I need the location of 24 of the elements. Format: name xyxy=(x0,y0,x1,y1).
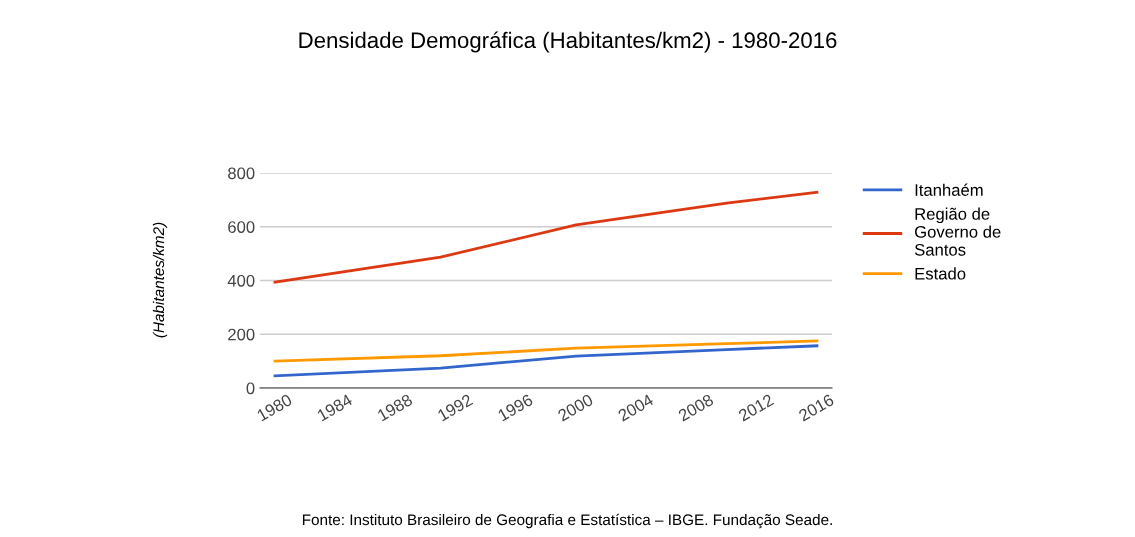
line-series xyxy=(273,339,819,363)
y-tick-label: 0 xyxy=(246,382,255,395)
x-tick-label: 1988 xyxy=(376,393,414,422)
line-series xyxy=(273,344,819,378)
y-tick-label: 400 xyxy=(227,274,255,287)
x-tick-label: 1984 xyxy=(316,393,354,422)
x-tick-label: 2000 xyxy=(557,393,594,422)
y-tick-label: 200 xyxy=(228,328,255,341)
y-axis-title: (Habitantes/km2) xyxy=(152,222,168,338)
line-series xyxy=(273,190,819,284)
x-tick-label: 2004 xyxy=(617,393,655,422)
source-note: Fonte: Instituto Brasileiro de Geografia e Estatística – IBGE. Fundação Seade. xyxy=(302,513,832,529)
chart-title: Densidade Demográfica (Habitantes/km2) - 1980-2016 xyxy=(299,31,837,53)
y-tick-label: 600 xyxy=(228,221,255,233)
x-tick-label: 2012 xyxy=(737,393,775,422)
x-tick-label: 1980 xyxy=(256,393,293,422)
legend-label: Itanhaém xyxy=(915,183,983,196)
legend-label: Região de Governo de Santos xyxy=(914,207,1001,256)
x-tick-label: 1992 xyxy=(437,393,474,422)
x-tick-label: 1996 xyxy=(497,393,534,422)
y-tick-label: 800 xyxy=(228,167,255,180)
x-tick-label: 2016 xyxy=(797,393,835,422)
x-tick-label: 2008 xyxy=(677,393,715,422)
legend-label: Estado xyxy=(915,267,966,280)
